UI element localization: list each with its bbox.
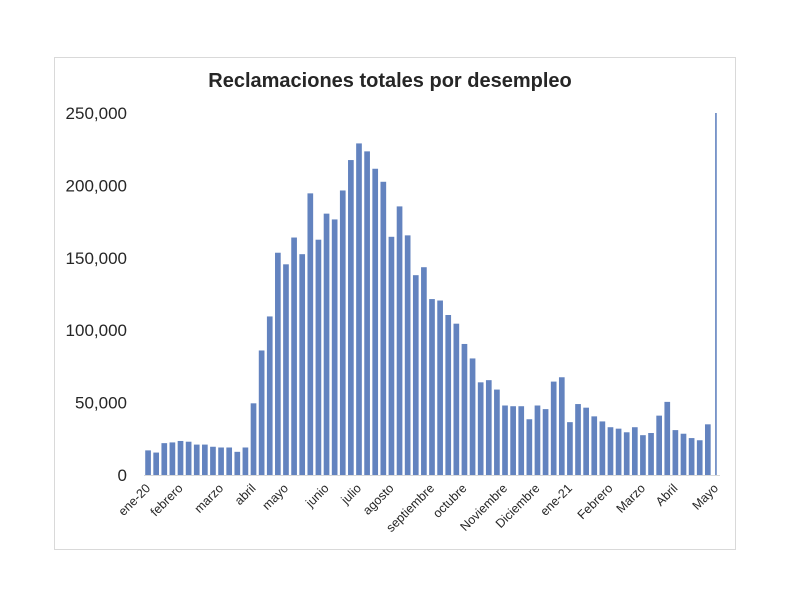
y-tick-label: 250,000 (66, 104, 127, 123)
bar-0 (145, 450, 151, 475)
bar-65 (672, 430, 679, 475)
bar-18 (291, 237, 297, 475)
bar-12 (242, 447, 249, 475)
bar-47 (526, 419, 533, 475)
bar-50 (550, 381, 557, 475)
bar-56 (599, 421, 606, 475)
x-tick-label: mayo (260, 481, 292, 513)
bar-64 (664, 401, 671, 475)
x-tick-label: Marzo (614, 481, 648, 515)
bar-28 (372, 168, 379, 475)
bar-62 (648, 433, 654, 475)
bar-31 (396, 206, 403, 475)
bar-24 (339, 190, 346, 475)
x-tick-label: octubre (430, 481, 469, 520)
bar-8 (210, 446, 216, 475)
bar-61 (640, 435, 646, 475)
bar-48 (534, 405, 541, 475)
bar-35 (429, 299, 435, 475)
bar-33 (412, 275, 419, 475)
bar-44 (502, 405, 508, 475)
y-tick-label: 50,000 (75, 394, 127, 413)
bar-7 (202, 444, 208, 475)
bar-37 (445, 315, 452, 475)
bar-45 (510, 406, 516, 475)
bar-55 (591, 416, 598, 475)
x-tick-label: abril (232, 481, 259, 508)
bar-68 (696, 440, 703, 475)
bar-69 (704, 424, 711, 475)
bar-23 (331, 219, 338, 475)
bar-42 (485, 380, 492, 475)
bar-11 (234, 451, 241, 475)
bar-21 (315, 239, 322, 475)
bar-32 (404, 235, 411, 475)
bar-16 (275, 252, 281, 475)
bar-51 (558, 377, 565, 475)
x-tick-label: junio (302, 481, 331, 510)
bar-26 (356, 143, 362, 475)
bar-2 (161, 443, 168, 475)
y-tick-labels: 0 50,000 100,000 150,000 200,000 250,000 (66, 104, 127, 485)
bar-67 (688, 438, 695, 475)
bar-25 (348, 160, 354, 475)
bar-27 (364, 151, 370, 475)
bar-49 (542, 409, 549, 475)
y-tick-label: 0 (118, 466, 127, 485)
bar-19 (299, 254, 306, 475)
bar-36 (437, 300, 443, 475)
bar-54 (583, 407, 589, 475)
bar-20 (307, 193, 314, 476)
bar-57 (607, 427, 614, 475)
bar-22 (323, 213, 330, 475)
bar-60 (631, 427, 638, 475)
bar-34 (421, 267, 427, 475)
x-tick-label: febrero (148, 481, 186, 519)
bar-70 (715, 113, 717, 475)
bars-group (145, 113, 717, 476)
bar-9 (218, 447, 224, 475)
bar-40 (469, 358, 476, 475)
bar-52 (567, 422, 573, 475)
x-tick-label: marzo (192, 481, 226, 515)
y-tick-label: 150,000 (66, 249, 127, 268)
chart-title: Reclamaciones totales por desempleo (208, 70, 572, 92)
x-tick-label: julio (338, 481, 364, 507)
bar-6 (193, 444, 200, 475)
x-tick-label: ene-21 (538, 481, 575, 518)
x-tick-label: Febrero (575, 481, 616, 522)
chart-frame (54, 57, 736, 550)
bar-38 (453, 323, 460, 475)
x-tick-label: ene-20 (116, 481, 153, 518)
bar-63 (656, 415, 662, 475)
bar-14 (258, 350, 265, 475)
bar-13 (250, 403, 257, 475)
bar-4 (177, 440, 184, 475)
x-tick-label: Abril (653, 481, 681, 509)
bar-3 (169, 442, 176, 475)
bar-41 (477, 382, 484, 475)
y-tick-label: 100,000 (66, 321, 127, 340)
bar-17 (283, 264, 289, 475)
bar-10 (226, 447, 233, 475)
bar-29 (380, 181, 387, 475)
bar-15 (266, 316, 273, 475)
bar-39 (461, 343, 468, 475)
x-tick-label: agosto (360, 481, 396, 517)
y-tick-label: 200,000 (66, 176, 127, 195)
bar-53 (575, 404, 581, 475)
bar-30 (388, 236, 395, 475)
bar-46 (518, 406, 525, 475)
bar-1 (153, 452, 160, 475)
bar-66 (680, 433, 687, 475)
bar-58 (615, 428, 622, 475)
x-tick-label: Mayo (690, 481, 722, 513)
bar-5 (185, 441, 192, 475)
bar-59 (623, 432, 630, 475)
bar-43 (494, 389, 500, 475)
